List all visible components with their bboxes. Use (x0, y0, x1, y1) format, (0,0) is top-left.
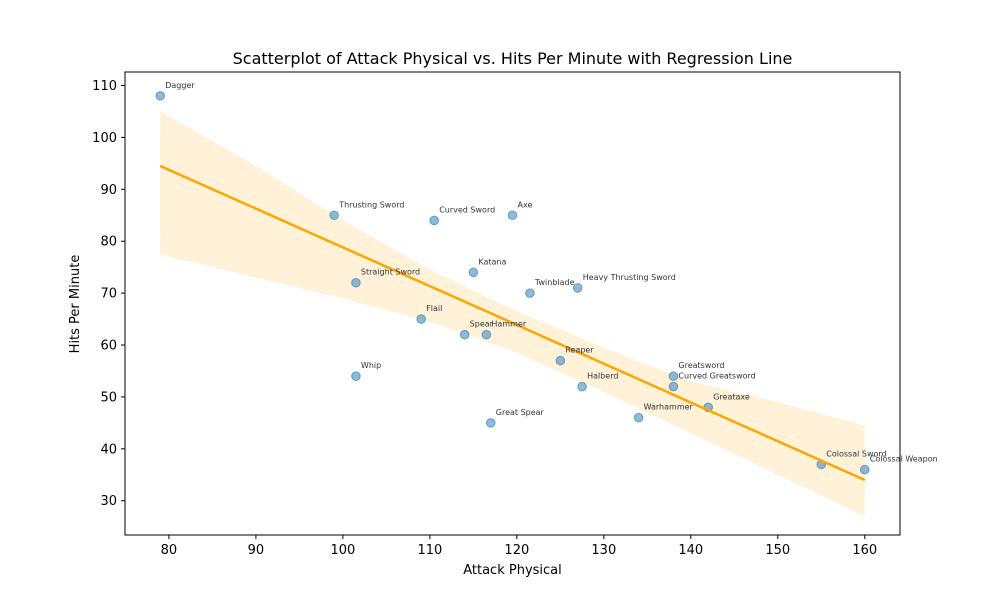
regression-line (159, 164, 866, 482)
point-label: Halberd (587, 372, 618, 381)
data-point (859, 464, 870, 475)
point-label: Curved Sword (439, 205, 495, 214)
y-axis-label: Hits Per Minute (68, 255, 83, 354)
chart-title: Scatterplot of Attack Physical vs. Hits … (233, 49, 793, 68)
point-label: Great Spear (496, 408, 545, 417)
x-tick-label: 110 (417, 543, 442, 558)
y-tick-label: 50 (100, 390, 117, 405)
point-label: Reaper (565, 346, 594, 355)
data-point (351, 277, 361, 288)
point-label: Katana (478, 257, 506, 266)
point-label: Greatsword (678, 361, 724, 370)
y-tick-label: 110 (92, 79, 117, 94)
point-label: Whip (361, 361, 381, 370)
data-point (633, 412, 644, 423)
x-tick-label: 140 (678, 543, 703, 558)
y-tick-label: 30 (100, 494, 117, 509)
x-tick-label: 130 (591, 543, 616, 558)
x-axis-label: Attack Physical (463, 563, 562, 578)
data-point (525, 288, 535, 298)
data-point (468, 267, 479, 278)
x-tick-label: 150 (765, 543, 790, 558)
x-tick-label: 90 (248, 543, 265, 558)
point-label: Flail (426, 304, 442, 313)
y-tick-label: 90 (100, 183, 117, 198)
point-label: Warhammer (644, 403, 694, 412)
plot-frame (124, 71, 901, 536)
point-label: Thrusting Sword (338, 200, 404, 209)
data-point (668, 371, 679, 381)
data-point (572, 283, 583, 293)
data-point (459, 329, 470, 340)
y-tick-label: 60 (100, 339, 117, 354)
point-label: Hammer (491, 320, 526, 329)
data-point (577, 381, 587, 392)
point-label: Colossal Weapon (870, 455, 938, 464)
y-tick-label: 70 (100, 287, 117, 302)
point-label: Axe (518, 200, 533, 209)
data-point (351, 371, 361, 381)
point-label: Spear (470, 320, 494, 329)
x-tick-label: 160 (852, 543, 877, 558)
y-tick-label: 40 (100, 442, 117, 457)
point-label: Heavy Thrusting Sword (583, 273, 676, 282)
y-tick-label: 80 (100, 235, 117, 250)
x-tick-label: 100 (330, 543, 355, 558)
confidence-band (160, 111, 865, 517)
data-point (429, 215, 440, 226)
point-label: Colossal Sword (826, 449, 886, 458)
point-label: Straight Sword (361, 268, 420, 277)
plot-area: Dagger Thrusting Sword Curved Sword Axe Kata… (92, 71, 938, 558)
x-tick-label: 80 (161, 543, 178, 558)
data-point (481, 329, 492, 340)
point-label: Dagger (165, 81, 195, 90)
data-point (507, 210, 518, 221)
y-tick-label: 100 (92, 131, 117, 146)
data-point (155, 91, 166, 101)
x-tick-label: 120 (504, 543, 529, 558)
data-point (555, 355, 566, 366)
point-label: Curved Greatsword (678, 372, 755, 381)
data-point (329, 210, 339, 221)
point-label: Greataxe (713, 392, 750, 401)
data-point (668, 381, 679, 392)
data-point (485, 418, 496, 428)
data-point (416, 314, 426, 324)
point-label: Twinblade (534, 278, 575, 287)
